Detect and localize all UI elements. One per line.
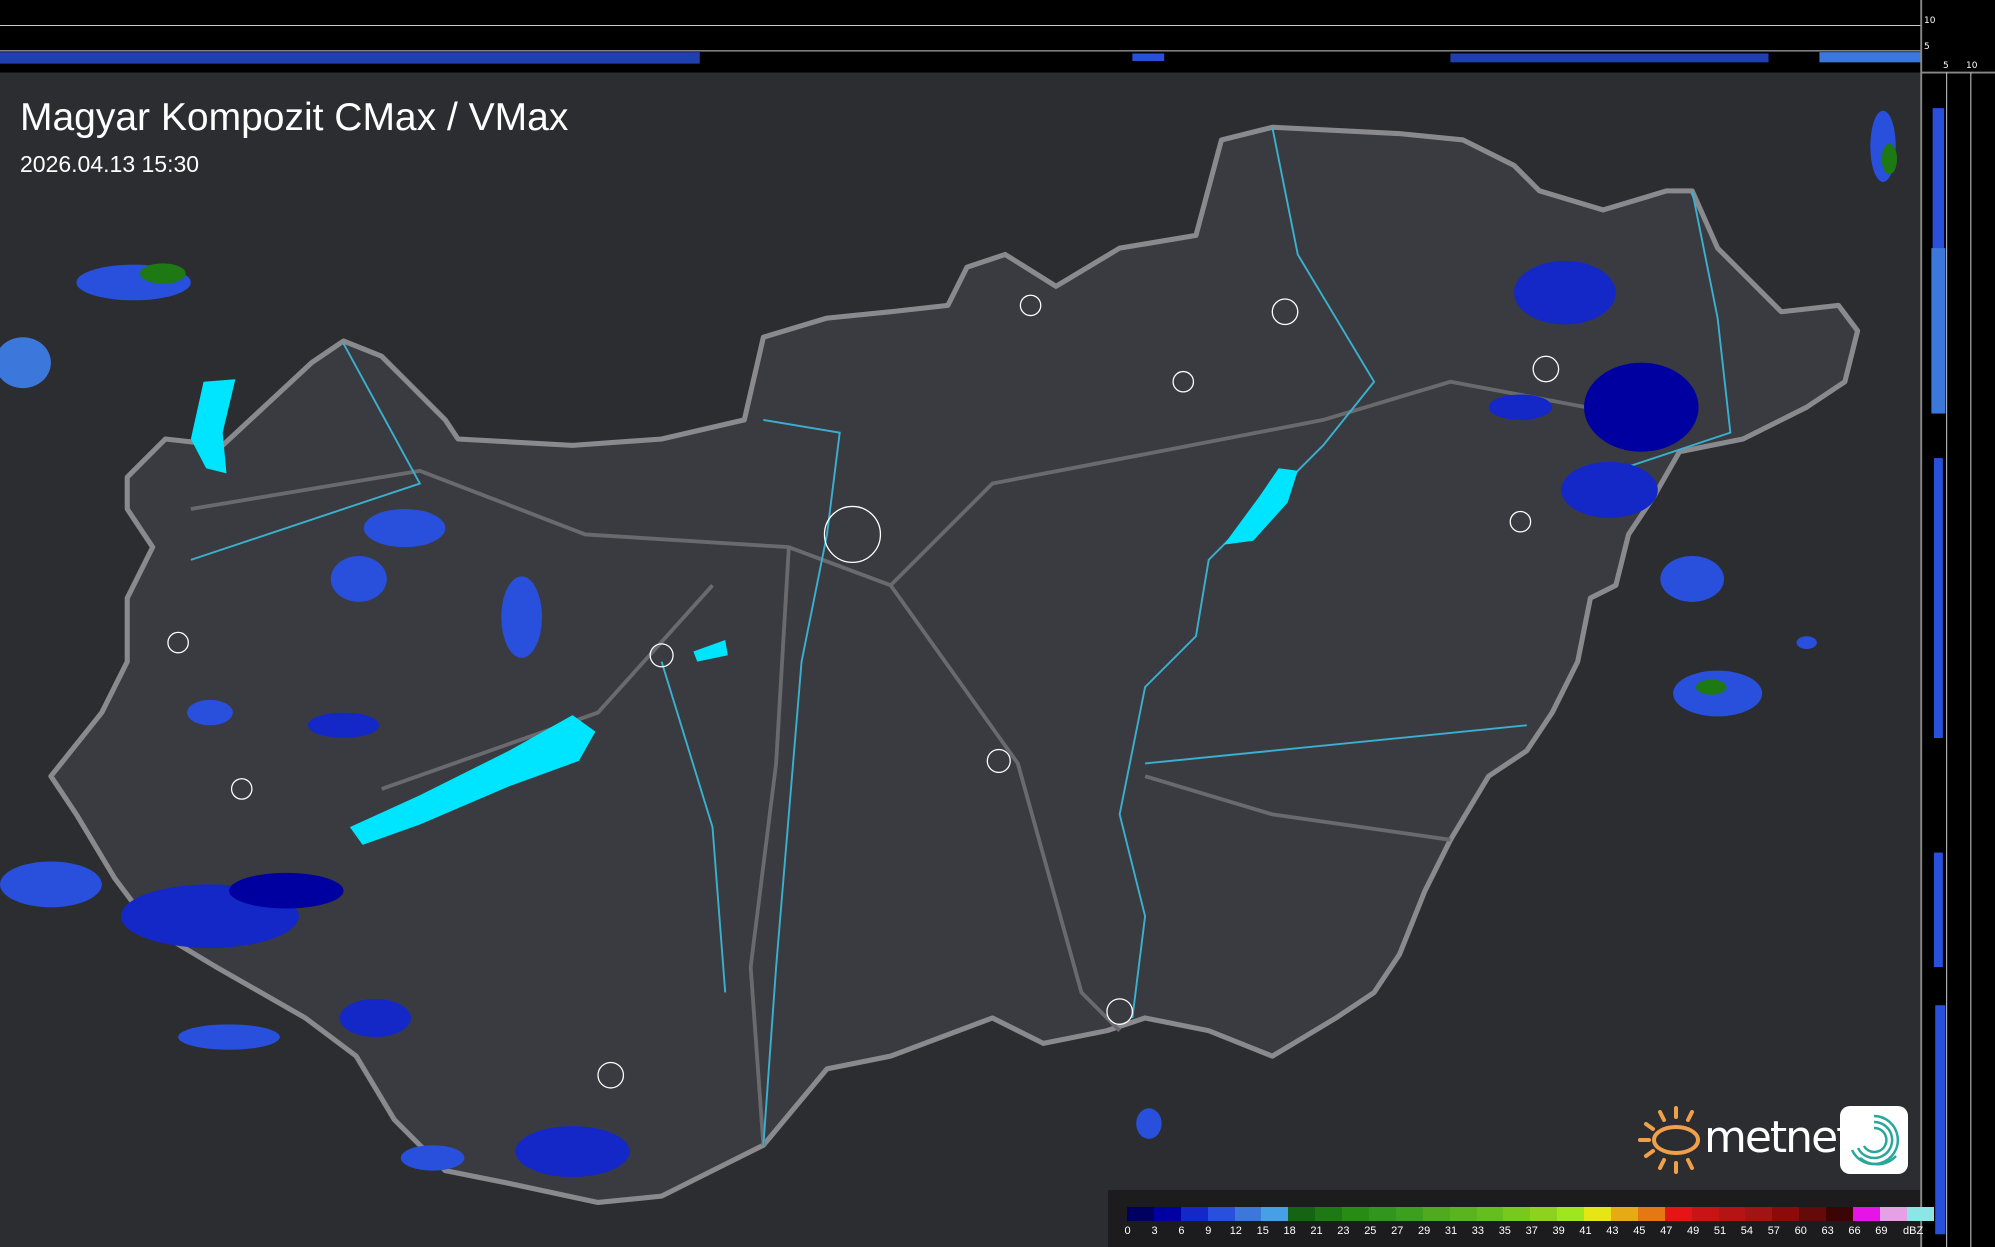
legend-label: 21: [1310, 1225, 1323, 1237]
lake-velence: [693, 640, 728, 662]
legend-label: 29: [1417, 1225, 1431, 1237]
legend-swatch: [1530, 1207, 1558, 1221]
legend-label: 25: [1364, 1225, 1377, 1237]
legend-swatch: [1745, 1207, 1773, 1221]
legend-swatch: [1772, 1207, 1800, 1221]
legend-label: 60: [1794, 1225, 1807, 1237]
map-timestamp: 2026.04.13 15:30: [20, 151, 200, 177]
map-title: Magyar Kompozit CMax / VMax: [20, 96, 569, 139]
legend-label: 51: [1713, 1225, 1727, 1237]
lakes: [190, 379, 1298, 845]
lake-tisza: [1223, 468, 1298, 545]
legend-label: 49: [1686, 1225, 1700, 1237]
legend-label: 31: [1444, 1225, 1458, 1237]
legend-swatch: [1799, 1207, 1827, 1221]
legend-label: 9: [1205, 1225, 1212, 1237]
side-profile-panel: [1921, 0, 1995, 1247]
top-axis-label-10: 10: [1924, 16, 1936, 26]
legend-swatch: [1557, 1207, 1585, 1221]
legend-swatch: [1503, 1207, 1531, 1221]
legend-swatch: [1315, 1207, 1343, 1221]
legend-swatch: [1369, 1207, 1396, 1221]
top-axis-label-5: 5: [1924, 42, 1930, 52]
legend-swatch: [1288, 1207, 1316, 1221]
legend-label: 3: [1151, 1225, 1158, 1237]
legend-label: 6: [1178, 1225, 1185, 1237]
legend-swatch: [1664, 1207, 1692, 1221]
legend-label: 47: [1660, 1225, 1673, 1237]
dbz-color-legend: 0 3 6 9 12 15 18 21 23 25 27 29 31 33 35 37 39 41 43 45 47 49…: [1108, 1190, 1934, 1247]
legend-label: 33: [1471, 1225, 1485, 1237]
legend-color-bar: [1127, 1207, 1934, 1221]
legend-label: 69: [1875, 1225, 1888, 1237]
legend-swatch: [1127, 1207, 1154, 1221]
legend-label: 66: [1848, 1225, 1861, 1237]
legend-swatch: [1879, 1207, 1907, 1221]
legend-label: 35: [1498, 1225, 1511, 1237]
legend-label: 12: [1229, 1225, 1242, 1237]
legend-swatch: [1611, 1207, 1638, 1221]
legend-swatch: [1906, 1207, 1934, 1221]
legend-swatch: [1637, 1207, 1665, 1221]
legend-swatch: [1476, 1207, 1504, 1221]
legend-label: 0: [1124, 1225, 1131, 1237]
legend-swatch: [1207, 1207, 1235, 1221]
rivers: [190, 127, 1732, 1146]
side-axis-label-5: 5: [1943, 61, 1949, 71]
legend-label: 27: [1391, 1225, 1404, 1237]
legend-label: 43: [1606, 1225, 1619, 1237]
legend-swatch: [1153, 1207, 1181, 1221]
legend-label: 37: [1525, 1225, 1538, 1237]
legend-swatch: [1234, 1207, 1262, 1221]
legend-swatch: [1449, 1207, 1477, 1221]
side-axis-label-10: 10: [1966, 61, 1978, 71]
side-profile-echoes: [1931, 108, 1946, 1235]
county-borders: [190, 379, 1655, 1146]
legend-swatch: [1261, 1207, 1289, 1221]
legend-swatch: [1691, 1207, 1719, 1221]
top-profile-echoes: [0, 52, 1922, 64]
legend-label: 41: [1579, 1225, 1592, 1237]
legend-swatch: [1395, 1207, 1423, 1221]
lake-neusiedl: [190, 379, 236, 474]
legend-label: 54: [1740, 1225, 1754, 1237]
lake-balaton: [349, 715, 596, 845]
legend-swatch: [1422, 1207, 1450, 1221]
legend-swatch: [1718, 1207, 1746, 1221]
city-outlines: [167, 294, 1560, 1089]
legend-label: 39: [1552, 1225, 1565, 1237]
logo-text: metnet: [1704, 1112, 1853, 1163]
swirl-logo-icon: [1840, 1106, 1908, 1174]
legend-swatch: [1826, 1207, 1854, 1221]
precipitation-echoes: [0, 110, 1898, 1178]
legend-label: 15: [1256, 1225, 1269, 1237]
legend-label: 18: [1283, 1225, 1296, 1237]
legend-label: 57: [1767, 1225, 1780, 1237]
legend-swatch: [1584, 1207, 1612, 1221]
sun-logo-icon: [1638, 1106, 1700, 1174]
metnet-logo: metnet: [1636, 1104, 1908, 1176]
legend-label: 23: [1337, 1225, 1350, 1237]
legend-unit: dBZ: [1903, 1225, 1924, 1237]
legend-swatch: [1342, 1207, 1370, 1221]
legend-label: 45: [1633, 1225, 1646, 1237]
legend-label: 63: [1821, 1225, 1834, 1237]
legend-swatch: [1853, 1207, 1880, 1221]
legend-swatch: [1180, 1207, 1208, 1221]
